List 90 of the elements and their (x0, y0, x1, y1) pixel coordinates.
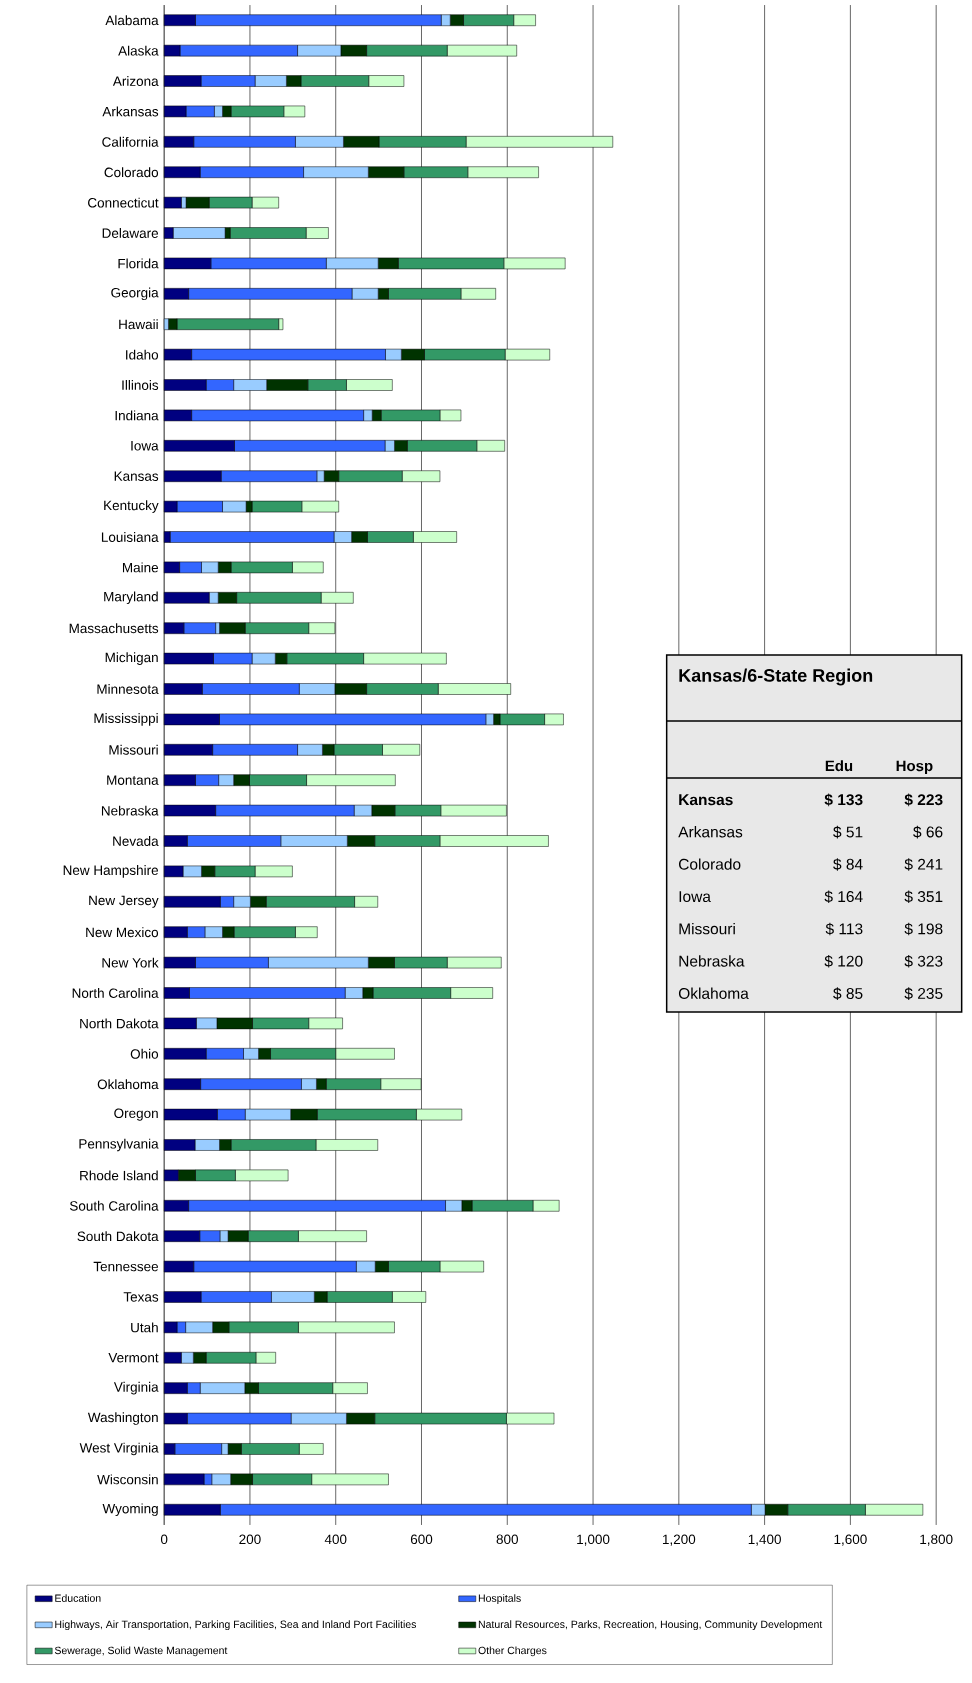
category-label: Arkansas (678, 826, 743, 838)
y-tick-label: Georgia (111, 287, 159, 301)
category-label: Oklahoma (679, 987, 749, 999)
y-tick-label: Montana (107, 775, 159, 785)
data-label: $ 113 (825, 922, 863, 936)
data-label: $ 120 (824, 955, 863, 968)
y-tick-label: Mississippi (94, 713, 158, 726)
y-tick-label: Vermont (108, 1353, 159, 1363)
y-tick-label: Idaho (126, 349, 159, 360)
y-tick-label: Arizona (113, 76, 159, 86)
y-tick-label: North Carolina (72, 988, 159, 998)
y-tick-label: Nevada (113, 836, 159, 846)
y-tick-label: Arkansas (102, 106, 159, 117)
text: Hosp (896, 760, 933, 775)
data-label: $ 66 (913, 825, 943, 839)
y-tick-label: Texas (123, 1292, 159, 1302)
data-label: $ 198 (904, 922, 943, 936)
y-tick-label: Tennessee (93, 1261, 159, 1272)
y-tick-label: Washington (88, 1412, 158, 1425)
y-tick-label: Kansas (114, 471, 159, 481)
y-tick-label: Missouri (109, 744, 158, 755)
x-tick-label: 800 (496, 1534, 519, 1545)
y-tick-label: Louisiana (102, 532, 159, 542)
y-tick-label: New Hampshire (63, 865, 159, 878)
legend-label: Sewerage, Solid Waste Management (55, 1646, 228, 1657)
data-label: $ 85 (833, 987, 863, 1000)
x-tick-label: 200 (239, 1534, 261, 1545)
y-tick-label: South Carolina (70, 1200, 159, 1211)
data-label: $ 235 (904, 987, 943, 1000)
data-label: $ 84 (833, 858, 863, 871)
y-tick-label: Virginia (114, 1381, 159, 1395)
y-tick-label: Wyoming (102, 1503, 158, 1517)
y-tick-label: Hawaii (119, 319, 158, 330)
y-tick-label: Iowa (131, 441, 159, 451)
y-tick-label: Florida (118, 258, 159, 269)
category-label: Iowa (679, 891, 712, 903)
x-tick-label: 1,200 (663, 1534, 696, 1546)
y-tick-label: Alaska (118, 45, 159, 56)
x-tick-label: 400 (324, 1534, 347, 1545)
data-label: $ 241 (904, 858, 943, 871)
y-tick-label: Oklahoma (97, 1079, 159, 1090)
x-tick-label: 0 (161, 1534, 168, 1545)
y-tick-label: Connecticut (88, 197, 159, 208)
category-label: Colorado (679, 858, 741, 870)
data-label: $ 133 (824, 793, 863, 807)
y-tick-label: Pennsylvania (79, 1138, 159, 1152)
y-tick-label: Delaware (102, 228, 159, 238)
y-tick-label: California (102, 136, 159, 147)
y-tick-label: Indiana (115, 410, 159, 421)
legend-label: Other Charges (478, 1646, 547, 1657)
x-tick-label: 1,400 (748, 1534, 782, 1546)
text: Kansas/6-State Region (679, 668, 873, 686)
x-tick-label: 1,000 (577, 1534, 610, 1546)
y-tick-label: Maryland (104, 591, 158, 605)
category-label: Nebraska (679, 955, 745, 967)
category-label: Kansas (679, 794, 733, 806)
y-tick-label: Nebraska (102, 805, 159, 816)
legend-label: Education (55, 1594, 101, 1602)
y-tick-label: Ohio (130, 1048, 159, 1059)
y-tick-label: Kentucky (104, 500, 159, 513)
data-label: $ 164 (824, 890, 863, 903)
y-tick-label: Illinois (122, 380, 159, 390)
data-label: $ 223 (904, 793, 943, 807)
y-tick-label: Utah (131, 1322, 158, 1333)
y-tick-label: Colorado (104, 167, 159, 178)
y-tick-label: West Virginia (79, 1442, 159, 1456)
x-tick-label: 600 (411, 1534, 433, 1545)
legend-label: Hospitals (479, 1594, 521, 1604)
y-tick-label: New York (102, 957, 159, 968)
y-tick-label: New Mexico (86, 927, 159, 938)
y-tick-label: Maine (123, 562, 159, 573)
y-tick-label: Wisconsin (97, 1474, 158, 1485)
y-tick-label: Massachusetts (69, 623, 159, 634)
x-tick-label: 1,800 (920, 1534, 953, 1546)
y-tick-label: Alabama (105, 15, 159, 26)
y-tick-label: New Jersey (89, 895, 159, 908)
legend-label: Natural Resources, Parks, Recreation, Housing, Community Development (479, 1620, 823, 1631)
y-tick-label: Oregon (114, 1108, 158, 1121)
data-label: $ 351 (904, 890, 943, 903)
data-label: $ 323 (904, 955, 943, 968)
y-tick-label: Rhode Island (80, 1170, 158, 1181)
y-tick-label: South Dakota (77, 1231, 159, 1242)
category-label: Missouri (679, 922, 736, 935)
x-tick-label: 1,600 (834, 1534, 867, 1546)
legend-label: Highways, Air Transportation, Parking Facilities, Sea and Inland Port Facilities (55, 1620, 417, 1631)
y-tick-label: Minnesota (97, 684, 159, 694)
series-label: Edu (825, 760, 853, 772)
y-tick-label: North Dakota (80, 1018, 159, 1029)
data-label: $ 51 (833, 825, 863, 839)
y-tick-label: Michigan (105, 652, 158, 665)
